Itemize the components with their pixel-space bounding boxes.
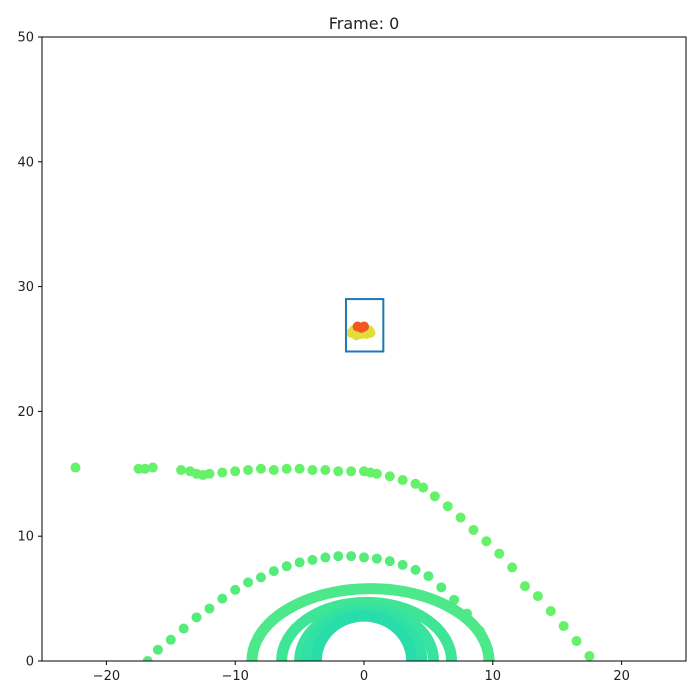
data-point-outer_arc-13	[268, 465, 279, 476]
data-point-mid_arc-2	[165, 634, 176, 645]
data-point-object_top-2	[356, 322, 367, 333]
data-point-outer_arc-36	[545, 606, 556, 617]
data-point-outer_arc-24	[397, 475, 408, 486]
data-point-mid_arc-6	[217, 593, 228, 604]
data-point-outer_arc-29	[455, 512, 466, 523]
data-point-outer_arc-30	[468, 524, 479, 535]
x-tick-label: −10	[221, 669, 248, 684]
data-point-mid_arc-21	[410, 564, 421, 575]
data-point-outer_arc-3	[147, 462, 158, 473]
data-point-outer_arc-33	[507, 562, 518, 573]
object-bounding-box	[344, 298, 385, 353]
data-point-mid_arc-3	[178, 623, 189, 634]
data-point-outer_arc-12	[255, 463, 266, 474]
y-tick-label: 40	[17, 155, 34, 170]
y-axis-ticks: 0 10 20 30 40 50	[17, 31, 42, 670]
data-point-outer_arc-28	[442, 501, 453, 512]
y-tick-label: 0	[26, 655, 34, 670]
data-point-mid_arc-4	[191, 612, 202, 623]
y-tick-label: 50	[17, 31, 34, 46]
x-axis-ticks: −20 −10 0 10 20	[93, 661, 630, 684]
y-tick-label: 30	[17, 280, 34, 295]
data-point-outer_arc-27	[429, 491, 440, 502]
data-point-outer_arc-16	[307, 465, 318, 476]
data-point-outer_arc-26	[418, 482, 429, 493]
data-point-mid_arc-1	[152, 644, 163, 655]
data-point-outer_arc-37	[558, 621, 569, 632]
chart-title: Frame: 0	[329, 14, 400, 33]
plot-frame	[41, 36, 687, 662]
data-point-mid_arc-15	[333, 551, 344, 562]
data-point-outer_arc-11	[243, 465, 254, 476]
data-point-mid_arc-23	[436, 582, 447, 593]
data-point-mid_arc-16	[346, 551, 357, 562]
data-point-outer_arc-2	[140, 463, 151, 474]
data-point-outer_arc-38	[571, 636, 582, 647]
data-point-mid_arc-19	[384, 556, 395, 567]
data-point-outer_arc-25	[410, 478, 421, 489]
data-point-mid_arc-11	[281, 561, 292, 572]
data-point-outer_arc-0	[70, 462, 81, 473]
data-point-mid_arc-13	[307, 554, 318, 565]
data-point-outer_arc-8	[204, 468, 215, 479]
data-point-mid_arc-5	[204, 603, 215, 614]
data-point-outer_arc-23	[384, 471, 395, 482]
x-tick-label: 0	[360, 669, 368, 684]
x-tick-label: −20	[93, 669, 120, 684]
x-tick-label: 10	[485, 669, 502, 684]
data-point-outer_arc-10	[230, 466, 241, 477]
data-point-outer_arc-35	[532, 591, 543, 602]
data-point-outer_arc-15	[294, 463, 305, 474]
data-point-outer_arc-39	[584, 651, 595, 661]
data-point-outer_arc-34	[520, 581, 530, 592]
data-point-outer_arc-4	[176, 465, 187, 476]
data-point-outer_arc-14	[281, 463, 292, 474]
data-point-mid_arc-12	[294, 557, 305, 568]
data-point-outer_arc-18	[333, 466, 344, 477]
data-point-outer_arc-22	[371, 468, 382, 479]
data-point-mid_arc-0	[142, 656, 153, 661]
data-point-mid_arc-14	[320, 552, 331, 563]
x-tick-label: 20	[613, 669, 630, 684]
data-point-mid_arc-17	[359, 552, 369, 563]
data-point-mid_arc-7	[230, 584, 241, 595]
data-point-outer_arc-31	[481, 536, 492, 547]
point-ring-ring_1	[246, 583, 495, 661]
data-point-mid_arc-18	[371, 553, 382, 564]
data-point-mid_arc-20	[397, 559, 408, 570]
data-point-mid_arc-8	[243, 577, 254, 588]
bounding-box-layer	[344, 298, 385, 353]
point-ring-ring_2	[276, 596, 458, 661]
data-point-outer_arc-17	[320, 465, 331, 476]
point-ring-ring_5	[310, 610, 418, 661]
data-point-outer_arc-9	[217, 467, 228, 478]
y-tick-label: 20	[17, 405, 34, 420]
data-point-mid_arc-10	[268, 566, 279, 577]
y-tick-label: 10	[17, 530, 34, 545]
data-point-mid_arc-22	[423, 571, 434, 582]
data-point-mid_arc-9	[255, 572, 266, 583]
plot-marks	[70, 321, 595, 661]
data-point-outer_arc-32	[494, 548, 505, 559]
data-point-outer_arc-19	[346, 466, 357, 477]
